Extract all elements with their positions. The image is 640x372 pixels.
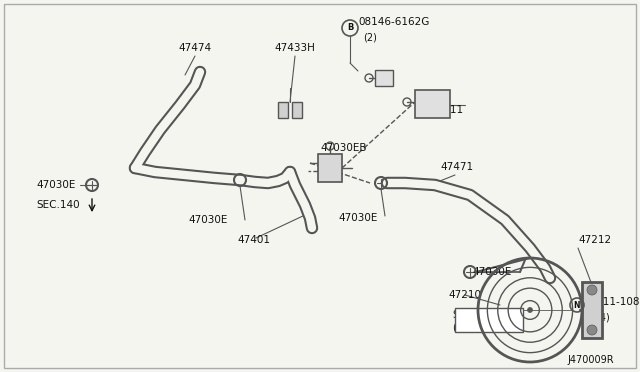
Text: (46015K): (46015K): [452, 323, 497, 333]
Circle shape: [587, 285, 597, 295]
Text: 47474: 47474: [179, 43, 212, 53]
Bar: [582, 282, 602, 338]
Text: (2): (2): [363, 32, 377, 42]
Text: SEC.460: SEC.460: [452, 310, 492, 320]
Bar: [415, 90, 450, 118]
Text: 08911-1081G: 08911-1081G: [583, 297, 640, 307]
Bar: [318, 154, 342, 182]
Circle shape: [587, 325, 597, 335]
Bar: [292, 102, 302, 118]
Text: 47030EB: 47030EB: [320, 143, 367, 153]
Text: 47401: 47401: [237, 235, 270, 245]
Text: 47030E: 47030E: [188, 215, 227, 225]
Text: 47210: 47210: [448, 290, 481, 300]
Text: 47030E: 47030E: [472, 267, 511, 277]
Text: J470009R: J470009R: [567, 355, 614, 365]
Bar: [455, 308, 523, 332]
Text: SEC.140: SEC.140: [36, 200, 79, 210]
Bar: [375, 70, 393, 86]
Text: 47411: 47411: [430, 105, 463, 115]
Text: N: N: [573, 301, 580, 310]
Text: (4): (4): [596, 312, 610, 322]
Text: 47030E: 47030E: [338, 213, 378, 223]
Bar: [278, 102, 288, 118]
Text: 47433H: 47433H: [275, 43, 316, 53]
Text: 08146-6162G: 08146-6162G: [358, 17, 429, 27]
Text: 47471: 47471: [440, 162, 473, 172]
Circle shape: [527, 308, 532, 312]
Text: 47212: 47212: [578, 235, 611, 245]
Text: B: B: [347, 23, 353, 32]
Text: 47030E: 47030E: [36, 180, 76, 190]
